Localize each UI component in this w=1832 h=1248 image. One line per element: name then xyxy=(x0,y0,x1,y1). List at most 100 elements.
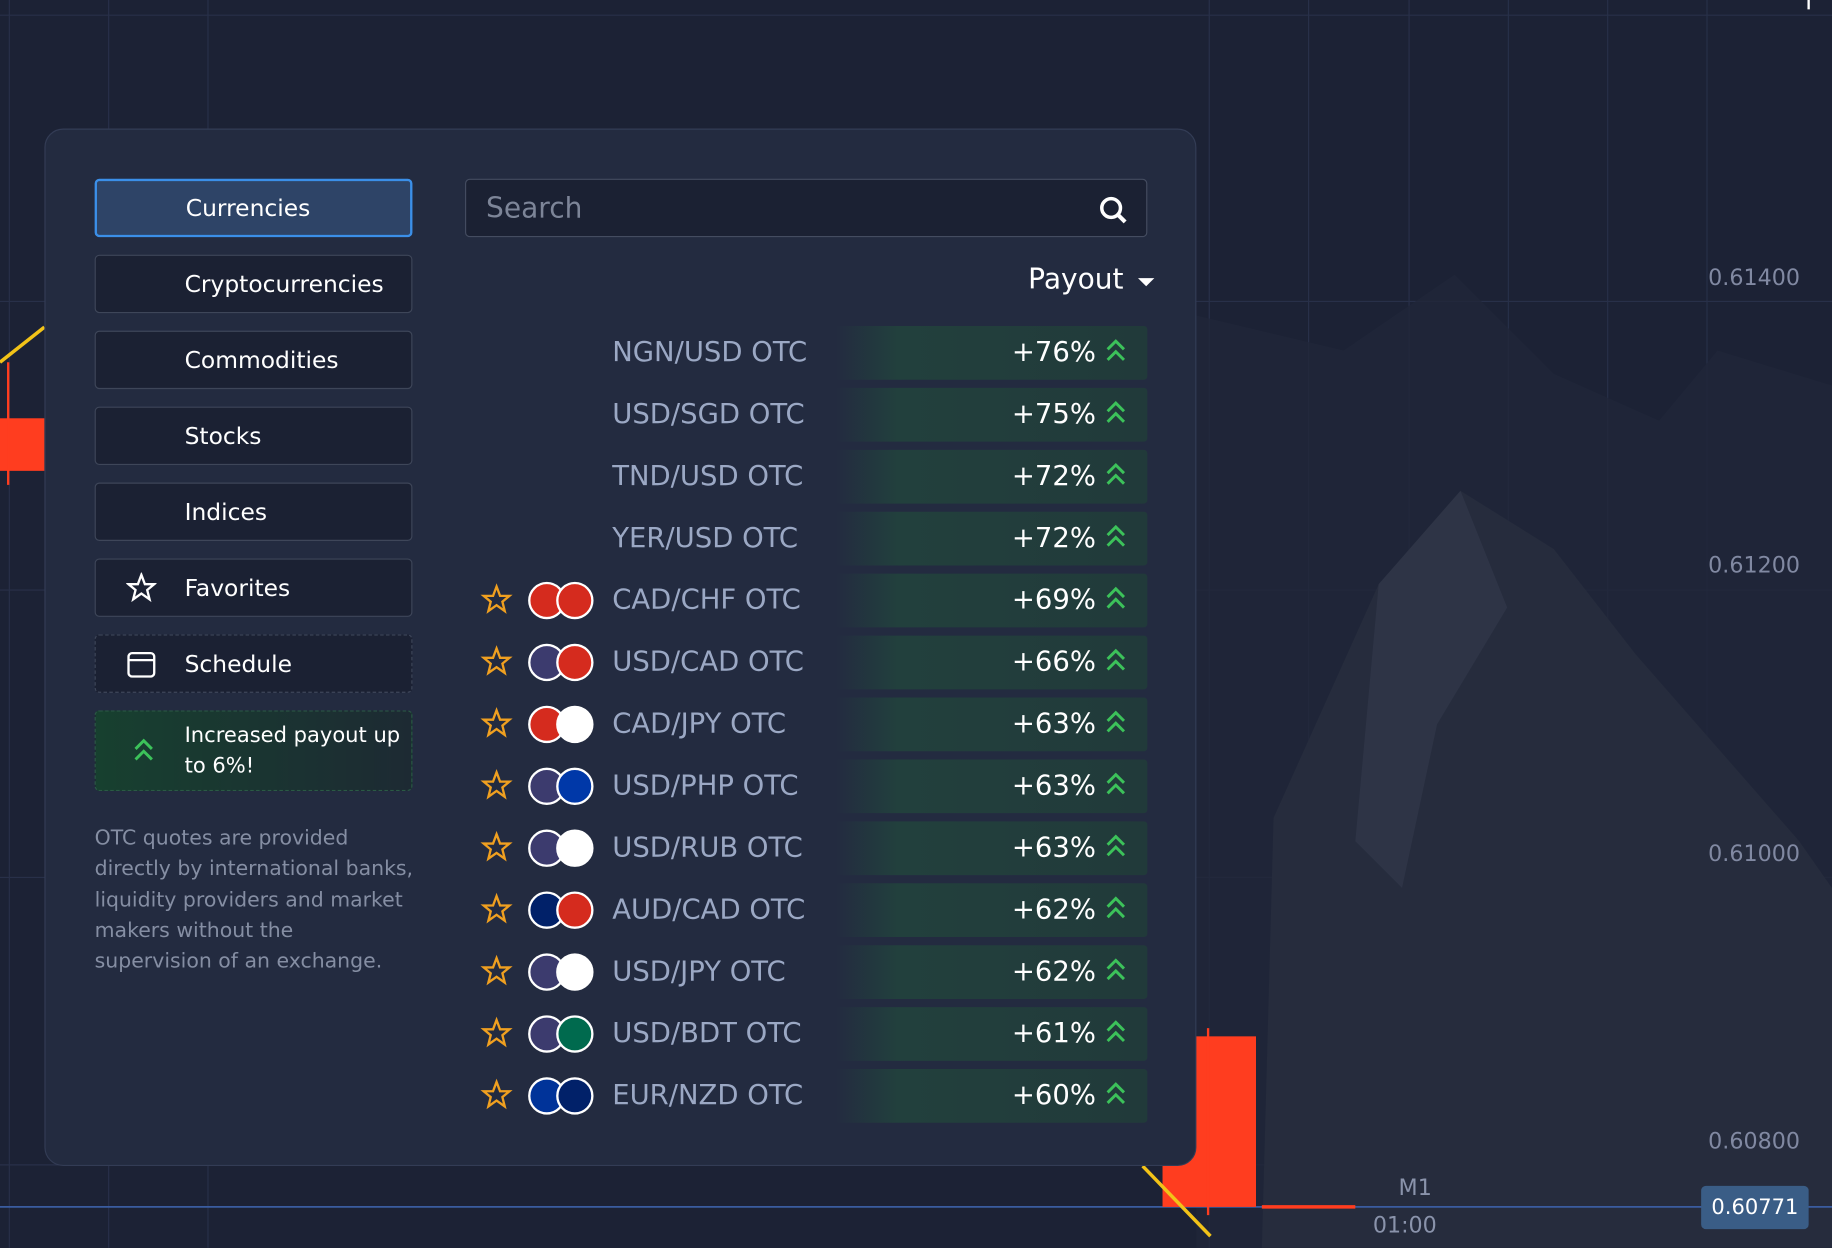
up-arrows xyxy=(1106,710,1126,733)
asset-row[interactable]: AUD/CAD OTC +62% xyxy=(467,883,1148,938)
asset-name: AUD/CAD OTC xyxy=(612,892,806,926)
up-arrows xyxy=(1106,1020,1126,1043)
price-label: 0.61200 xyxy=(1708,552,1800,579)
asset-payout: +75% xyxy=(1011,397,1096,430)
favorite-star[interactable] xyxy=(480,707,513,738)
asset-payout: +72% xyxy=(1011,521,1096,554)
timeframe[interactable]: M1 xyxy=(1398,1175,1432,1202)
flag xyxy=(556,581,594,620)
asset-payout: +62% xyxy=(1011,892,1096,926)
up-arrows xyxy=(1106,586,1126,609)
payout-bg xyxy=(835,821,1148,876)
favorite-star[interactable] xyxy=(480,830,513,862)
favorite-star[interactable] xyxy=(480,1016,513,1048)
otc-note: OTC quotes are provided directly by inte… xyxy=(94,827,414,974)
row-icons xyxy=(480,643,594,682)
asset-row[interactable]: USD/RUB OTC +63% xyxy=(467,821,1148,876)
menu-button[interactable]: Commodities xyxy=(94,330,413,390)
asset-row[interactable]: YER/USD OTC +72% xyxy=(467,511,1148,566)
flag xyxy=(556,1077,594,1115)
up-icon xyxy=(1106,772,1126,795)
up-icon xyxy=(1106,648,1126,671)
promo-banner[interactable]: Increased payout up to 6%! xyxy=(94,710,413,791)
asset-payout: +76% xyxy=(1011,335,1096,369)
row-icons xyxy=(480,953,594,991)
payout-bg xyxy=(835,759,1148,814)
row-icons xyxy=(480,1077,594,1115)
asset-payout: +61% xyxy=(1011,1016,1096,1050)
favorite-star[interactable] xyxy=(480,892,513,924)
search-icon[interactable] xyxy=(1098,195,1128,225)
asset-row[interactable]: USD/JPY OTC +62% xyxy=(467,945,1148,999)
up-icon xyxy=(1106,401,1126,423)
up-icon xyxy=(134,738,153,761)
asset-payout: +66% xyxy=(1011,644,1096,678)
up-arrows xyxy=(1106,462,1126,485)
flag xyxy=(556,767,594,806)
up-arrows xyxy=(1106,401,1126,423)
current-price: 0.60771 xyxy=(1701,1185,1809,1230)
flag xyxy=(556,891,594,929)
menu-button[interactable]: Cryptocurrencies xyxy=(94,254,413,314)
search-input[interactable]: Search xyxy=(465,178,1148,238)
menu-button[interactable]: Schedule xyxy=(94,634,413,693)
up-arrows xyxy=(1106,958,1126,981)
favorite-star[interactable] xyxy=(480,645,513,676)
up-arrows xyxy=(1106,772,1126,795)
asset-name: USD/JPY OTC xyxy=(612,954,786,988)
asset-row[interactable]: NGN/USD OTC +76% xyxy=(467,325,1148,380)
menu-button[interactable]: Currencies xyxy=(94,178,413,238)
asset-payout: +63% xyxy=(1011,768,1096,802)
menu-label: Favorites xyxy=(184,573,291,602)
flag xyxy=(556,643,594,682)
asset-row[interactable]: USD/SGD OTC +75% xyxy=(467,387,1148,442)
favorite-star[interactable] xyxy=(480,768,513,800)
search-placeholder: Search xyxy=(486,191,583,225)
asset-payout: +62% xyxy=(1011,954,1096,988)
asset-row[interactable]: CAD/CHF OTC +69% xyxy=(467,573,1148,628)
asset-payout: +72% xyxy=(1011,459,1096,492)
menu-button[interactable]: Indices xyxy=(94,482,413,541)
favorite-star[interactable] xyxy=(480,583,513,614)
favorite-star[interactable] xyxy=(480,954,513,986)
up-icon xyxy=(1106,834,1126,857)
up-icon xyxy=(1106,339,1126,361)
asset-row[interactable]: EUR/NZD OTC +60% xyxy=(467,1069,1148,1123)
payout-bg xyxy=(835,883,1148,938)
asset-row[interactable]: USD/CAD OTC +66% xyxy=(467,635,1148,690)
row-icons xyxy=(480,1015,594,1053)
payout-bg xyxy=(835,1007,1148,1061)
asset-name: TND/USD OTC xyxy=(612,459,804,492)
asset-name: CAD/JPY OTC xyxy=(612,706,787,740)
asset-name: CAD/CHF OTC xyxy=(612,583,801,616)
up-icon xyxy=(1106,586,1126,609)
asset-row[interactable]: USD/PHP OTC +63% xyxy=(467,759,1148,814)
row-icons xyxy=(480,891,594,929)
up-icon xyxy=(1106,1082,1126,1104)
menu-button[interactable]: Favorites xyxy=(94,558,413,617)
up-arrows xyxy=(1106,339,1126,361)
row-icons xyxy=(480,705,594,744)
favorite-star[interactable] xyxy=(480,1078,513,1110)
menu-label: Currencies xyxy=(185,193,311,222)
sort-label: Payout xyxy=(1028,262,1124,296)
payout-bg xyxy=(835,511,1148,566)
price-label: 0.61400 xyxy=(1708,265,1800,291)
payout-bg xyxy=(835,387,1148,442)
menu-label: Indices xyxy=(184,497,268,526)
asset-row[interactable]: TND/USD OTC +72% xyxy=(467,449,1148,504)
asset-row[interactable]: CAD/JPY OTC +63% xyxy=(467,697,1148,752)
up-arrows xyxy=(1106,524,1126,547)
star-icon xyxy=(126,572,157,603)
up-arrows xyxy=(1106,1082,1126,1104)
up-arrows xyxy=(1106,834,1126,857)
menu-button[interactable]: Stocks xyxy=(94,406,413,466)
asset-name: USD/SGD OTC xyxy=(612,397,805,430)
menu-label: Stocks xyxy=(184,421,262,450)
caret xyxy=(1138,278,1155,287)
sort-dropdown[interactable]: Payout xyxy=(1028,263,1156,296)
asset-name: USD/RUB OTC xyxy=(612,830,803,864)
price-label: 0.61000 xyxy=(1708,841,1800,867)
payout-bg xyxy=(835,697,1148,752)
asset-row[interactable]: USD/BDT OTC +61% xyxy=(467,1007,1148,1061)
